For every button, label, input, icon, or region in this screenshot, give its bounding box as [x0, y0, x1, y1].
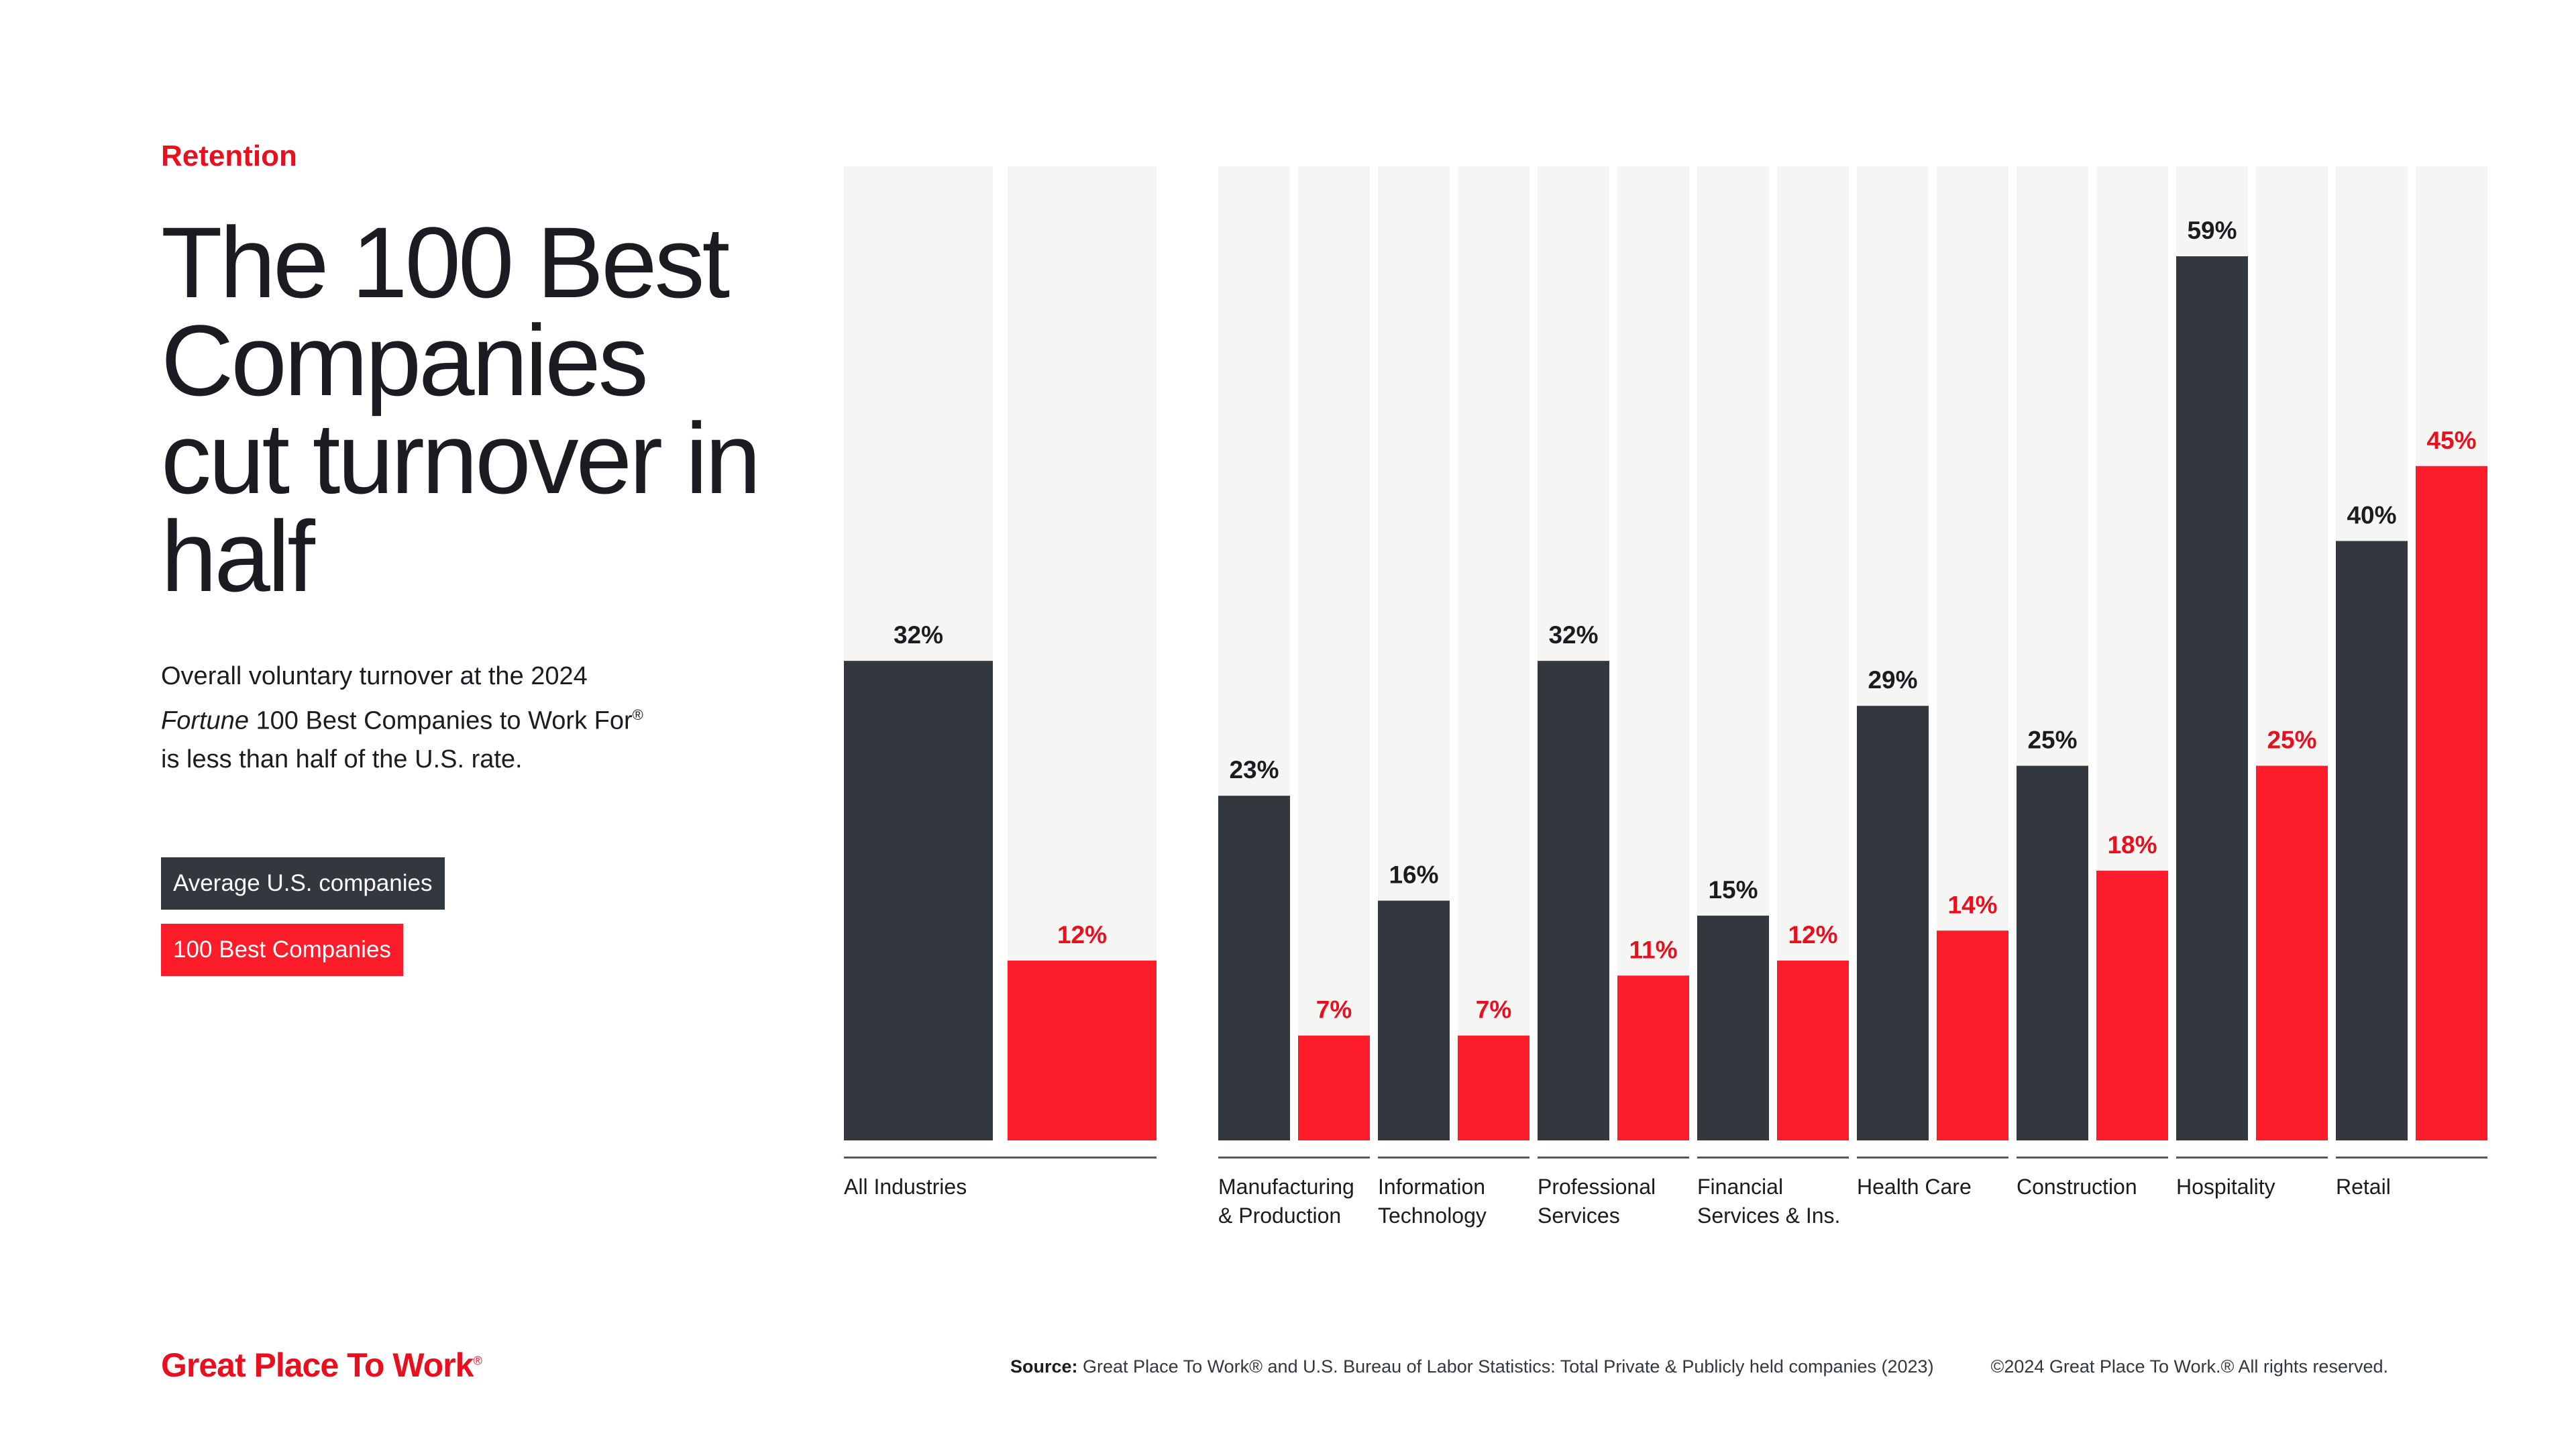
value-label-best: 11% [1629, 936, 1677, 963]
category-baseline [1857, 1157, 2008, 1159]
value-label-best: 7% [1476, 996, 1511, 1024]
bar-average [2336, 541, 2408, 1140]
category-label-line: Hospitality [2176, 1175, 2275, 1199]
category-baseline [1538, 1157, 1689, 1159]
category-baseline [844, 1157, 1157, 1159]
source-label: Source: [1010, 1356, 1078, 1377]
value-label-best: 12% [1788, 921, 1837, 949]
value-label-average: 23% [1229, 756, 1279, 784]
bar-average [2176, 256, 2248, 1140]
category-label-line: Services & Ins. [1697, 1203, 1840, 1228]
description-line-2: 100 Best Companies to Work For [248, 706, 633, 735]
value-label-average: 15% [1708, 876, 1758, 904]
category-label-line: Manufacturing [1218, 1175, 1354, 1199]
category-label-line: Services [1538, 1203, 1620, 1228]
legend-average-us: Average U.S. companies [161, 857, 445, 910]
bar-best [1777, 960, 1849, 1140]
category-baseline [1378, 1157, 1529, 1159]
category-baseline [1697, 1157, 1849, 1159]
category-label-line: & Production [1218, 1203, 1341, 1228]
category-baseline [2176, 1157, 2328, 1159]
bar-best [2096, 870, 2168, 1140]
source-note: Source: Great Place To Work® and U.S. Bu… [1010, 1356, 1934, 1377]
category-label-line: Financial [1697, 1175, 1783, 1199]
value-label-average: 32% [1548, 621, 1598, 649]
category-label-line: Construction [2017, 1175, 2137, 1199]
source-text: Great Place To Work® and U.S. Bureau of … [1077, 1356, 1934, 1377]
background-column [1298, 166, 1370, 1140]
value-label-average: 40% [2347, 501, 2396, 529]
bar-best [1937, 930, 2008, 1140]
category-label: Manufacturing & Production [1218, 1175, 1354, 1228]
category-label: Health Care [1857, 1175, 1972, 1199]
category-label: Information Technology [1378, 1175, 1487, 1228]
value-label-best: 18% [2107, 831, 2157, 859]
bar-best [2416, 466, 2487, 1140]
value-label-best: 12% [1057, 921, 1107, 949]
bar-average [844, 661, 993, 1140]
bar-average [1218, 796, 1290, 1140]
category-label-line: Health Care [1857, 1175, 1972, 1199]
bar-average [1697, 915, 1769, 1140]
value-label-average: 29% [1868, 666, 1917, 694]
bar-average [1538, 661, 1609, 1140]
bar-best [1008, 960, 1157, 1140]
bar-best [1617, 975, 1689, 1140]
category-label: Professional Services [1538, 1175, 1656, 1228]
category-label-line: Information [1378, 1175, 1485, 1199]
copyright: ©2024 Great Place To Work.® All rights r… [1990, 1356, 2388, 1377]
bar-average [1857, 706, 1929, 1140]
value-label-average: 32% [894, 621, 943, 649]
description-line-1: Overall voluntary turnover at the 2024 [161, 662, 588, 690]
description-line-3: is less than half of the U.S. rate. [161, 745, 523, 773]
value-label-best: 7% [1316, 996, 1352, 1024]
logo-text: Great Place To Work [161, 1346, 474, 1384]
category-baseline [1218, 1157, 1370, 1159]
bar-best [2256, 765, 2328, 1140]
value-label-average: 25% [2027, 727, 2077, 754]
background-column [1458, 166, 1529, 1140]
category-label: Retail [2336, 1175, 2391, 1199]
category-label: Financial Services & Ins. [1697, 1175, 1840, 1228]
legend-100-best: 100 Best Companies [161, 924, 403, 976]
bar-best [1458, 1035, 1529, 1140]
value-label-best: 14% [1947, 891, 1997, 918]
registered-mark: ® [632, 706, 643, 723]
value-label-average: 59% [2187, 217, 2237, 244]
category-label: Construction [2017, 1175, 2137, 1199]
category-label-line: Professional [1538, 1175, 1656, 1199]
bar-best [1298, 1035, 1370, 1140]
description-fortune: Fortune [161, 706, 249, 735]
value-label-best: 25% [2267, 727, 2316, 754]
category-label-line: All Industries [844, 1175, 967, 1199]
category-label: All Industries [844, 1175, 967, 1199]
category-baseline [2017, 1157, 2168, 1159]
value-label-best: 45% [2426, 427, 2476, 454]
category-label: Hospitality [2176, 1175, 2275, 1199]
page-title: The 100 Best Companies cut turnover in h… [161, 206, 761, 612]
category-label-line: Technology [1378, 1203, 1487, 1228]
logo-mark: ® [473, 1354, 482, 1368]
value-label-average: 16% [1389, 861, 1438, 889]
description: Overall voluntary turnover at the 2024 F… [161, 657, 765, 779]
category-baseline [2336, 1157, 2487, 1159]
bar-average [2017, 765, 2088, 1140]
category-label-line: Retail [2336, 1175, 2391, 1199]
great-place-to-work-logo: Great Place To Work® [161, 1346, 482, 1385]
eyebrow-label: Retention [161, 140, 297, 172]
bar-average [1378, 900, 1450, 1140]
